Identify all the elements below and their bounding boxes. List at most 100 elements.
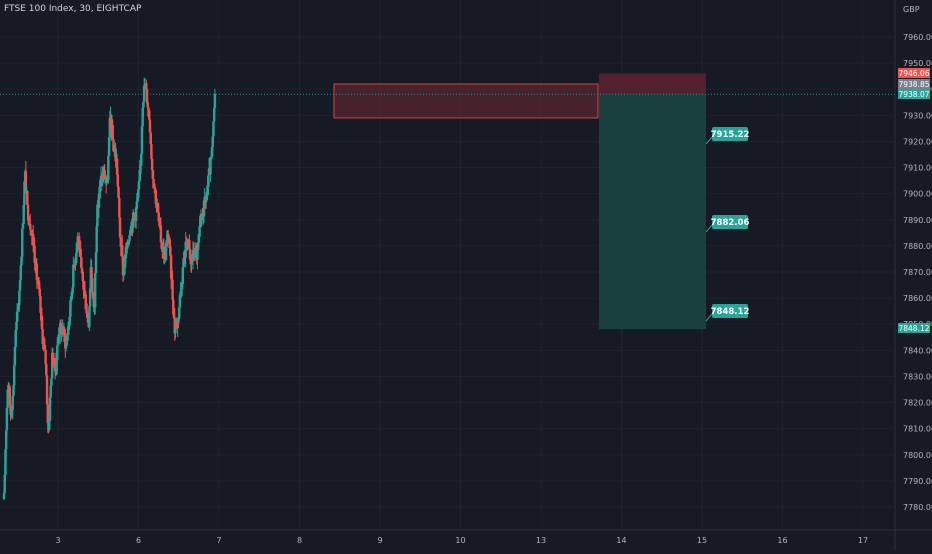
candle-body (5, 407, 9, 431)
candle-body (198, 226, 201, 237)
candle-body (101, 174, 104, 183)
candle-body (51, 352, 55, 365)
axis-price-tag-label: 7848.12 (898, 324, 929, 333)
candle-body (178, 295, 182, 308)
candle-body (80, 256, 83, 268)
candle-body (174, 327, 177, 334)
candle-body (213, 93, 217, 108)
candle-body (192, 249, 195, 255)
candle-body (81, 271, 85, 281)
candle-body (179, 291, 182, 296)
candle-body (4, 430, 8, 450)
candle-body (183, 251, 186, 264)
candle-body (42, 341, 46, 346)
candle-body (77, 236, 81, 251)
candle-body (31, 234, 35, 246)
candle-body (138, 169, 141, 182)
x-tick-label: 15 (697, 536, 707, 545)
candle-body (169, 246, 172, 256)
profit-zone (599, 94, 706, 330)
candle-body (114, 151, 117, 162)
candle-body (21, 228, 24, 257)
candle-body (9, 405, 12, 415)
candle-body (63, 328, 66, 336)
candle-body (172, 299, 175, 315)
candle-body (146, 103, 149, 108)
candle-body (153, 186, 156, 188)
candle-body (44, 349, 47, 365)
candle-body (73, 265, 76, 267)
candle-body (38, 289, 41, 296)
candle-body (115, 158, 119, 176)
candle-body (15, 311, 19, 322)
candle-body (83, 289, 86, 291)
target-label-box (712, 215, 748, 229)
candle-body (131, 212, 135, 228)
candle-body (58, 323, 62, 335)
candle-body (90, 267, 93, 279)
candle-body (70, 291, 74, 300)
candle-body (148, 119, 152, 133)
candle-body (160, 242, 163, 249)
y-tick-label: 7890.00 (903, 216, 932, 225)
x-tick-label: 3 (55, 536, 60, 545)
stop-loss-zone (599, 73, 706, 95)
target-label-box (712, 304, 748, 318)
candle-body (165, 240, 168, 247)
candle-body (94, 252, 98, 274)
candle-body (18, 290, 21, 305)
candle-body (199, 214, 203, 221)
y-tick-label: 7910.00 (903, 164, 932, 173)
candle-body (64, 343, 68, 349)
candle-body (156, 205, 160, 213)
y-tick-label: 7960.00 (903, 33, 932, 42)
candle-body (199, 220, 202, 227)
y-tick-label: 7820.00 (903, 399, 932, 408)
candle-body (23, 181, 26, 206)
candle-body (212, 121, 215, 137)
candle-body (39, 295, 42, 313)
candle-body (45, 375, 49, 405)
chart-title: FTSE 100 Index, 30, EIGHTCAP (4, 4, 142, 14)
target-pointer (705, 224, 713, 233)
candle-body (149, 132, 152, 145)
candle-body (86, 314, 90, 323)
candle-body (190, 263, 193, 265)
candle-body (103, 170, 106, 177)
candle-body (171, 280, 174, 300)
candle-body (88, 288, 92, 307)
candle-body (123, 267, 126, 269)
candle-body (18, 279, 22, 291)
candle-body (121, 256, 125, 276)
candle-body (83, 290, 87, 295)
candle-body (26, 204, 30, 221)
candle-body (196, 242, 200, 251)
target-label: 7882.06 (711, 218, 750, 228)
y-tick-label: 7870.00 (903, 268, 932, 277)
candle-body (96, 204, 99, 227)
candle-body (79, 248, 82, 257)
target-pointer (705, 313, 713, 322)
y-tick-label: 7950.00 (903, 59, 932, 68)
candle-body (150, 158, 154, 171)
candle-body (104, 176, 107, 180)
candle-body (147, 107, 150, 111)
candle-body (124, 253, 128, 255)
candle-body (111, 125, 114, 140)
candle-body (43, 345, 47, 350)
y-tick-label: 7920.00 (903, 137, 932, 146)
axis-price-tag-label: 7938.85 (898, 80, 929, 89)
target-pointer (705, 136, 713, 145)
candle-body (95, 226, 98, 253)
candle-body (29, 229, 33, 236)
candle-body (132, 212, 136, 217)
candle-body (37, 283, 41, 290)
candle-body (53, 358, 57, 371)
y-tick-label: 7810.00 (903, 425, 932, 434)
candle-body (212, 107, 216, 122)
candle-body (84, 294, 87, 310)
candle-body (15, 321, 18, 330)
